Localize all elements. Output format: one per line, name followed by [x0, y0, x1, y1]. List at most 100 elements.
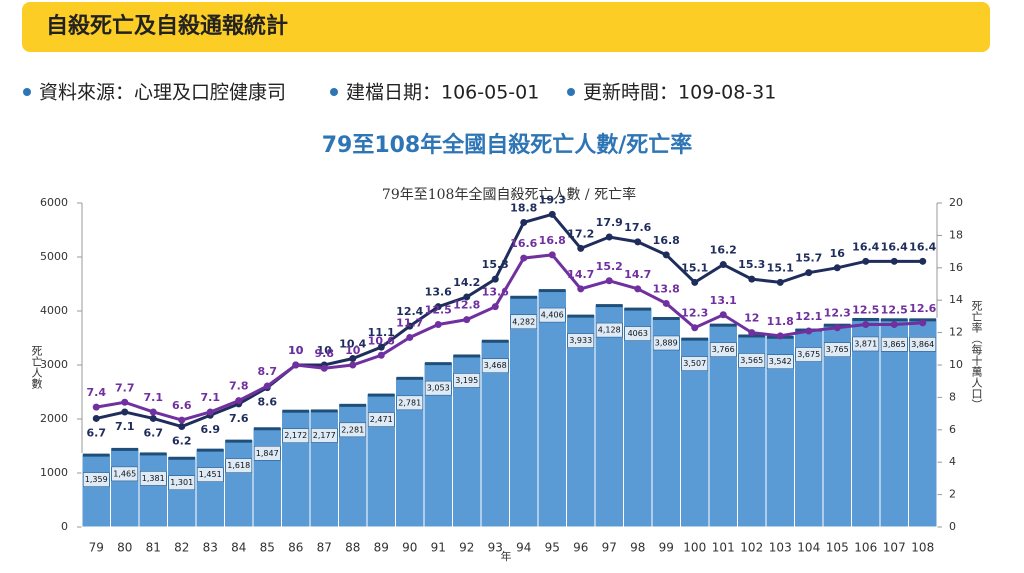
- bar-cap: [539, 289, 566, 293]
- x-tick-label: 96: [573, 541, 588, 555]
- label-box: [624, 326, 651, 341]
- bar-cap: [852, 317, 879, 321]
- line-value-label: 12.8: [453, 299, 480, 312]
- x-tick-label: 88: [345, 541, 360, 555]
- line-point: [377, 343, 385, 351]
- x-tick-label: 87: [317, 541, 332, 555]
- line-point: [662, 251, 670, 259]
- x-tick-label: 98: [630, 541, 645, 555]
- header-title: 自殺死亡及自殺通報統計: [46, 13, 288, 39]
- line: [95, 212, 923, 429]
- line-point: [748, 275, 756, 283]
- line-point: [406, 322, 414, 330]
- label-box: [368, 412, 395, 427]
- line-point: [691, 278, 699, 286]
- x-tick-label: 101: [712, 541, 735, 555]
- bar-value-label: 2,172: [284, 431, 307, 440]
- line-point: [634, 238, 642, 246]
- line-value-label: 12.4: [396, 305, 423, 318]
- line-point: [776, 332, 784, 340]
- line-value-label: 16.4: [909, 240, 936, 253]
- line-value-label: 10: [288, 344, 304, 357]
- line-point: [634, 285, 642, 293]
- line-value-label: 16.6: [510, 237, 537, 250]
- line-value-label: 15.3: [738, 258, 765, 271]
- line-value-label: 7.6: [229, 412, 249, 425]
- bar-value-label: 3,542: [769, 357, 792, 366]
- bar-cap: [710, 323, 737, 327]
- x-tick-label: 81: [146, 541, 161, 555]
- line-value-label: 17.6: [624, 221, 651, 234]
- label-box: [339, 422, 366, 438]
- bar: [879, 317, 909, 528]
- line-point: [434, 303, 442, 311]
- bar-cap: [653, 316, 680, 320]
- x-tick-label: 90: [402, 541, 417, 555]
- bar-cap: [881, 318, 908, 322]
- bar-cap: [681, 337, 708, 341]
- y2-tick-label: 6: [949, 423, 956, 436]
- bar-value-label: 2,281: [341, 425, 364, 434]
- line-value-label: 7.4: [87, 386, 107, 399]
- bar-cap: [425, 362, 452, 366]
- line-point: [349, 361, 357, 369]
- line-value-label: 9.8: [315, 347, 335, 360]
- line-value-label: 7.1: [144, 391, 164, 404]
- x-tick-label: 80: [117, 541, 132, 555]
- bar-value-label: 4,282: [512, 317, 535, 326]
- line-value-label: 12.3: [824, 307, 851, 320]
- line-point: [178, 423, 186, 431]
- x-tick-label: 102: [740, 541, 763, 555]
- bar-value-label: 3,765: [826, 345, 849, 354]
- bar-cap: [168, 456, 195, 460]
- bar: [509, 295, 539, 528]
- bar-cap: [396, 376, 423, 380]
- bar-cap: [197, 448, 224, 452]
- line-value-label: 16.4: [852, 240, 879, 253]
- line-point: [577, 285, 585, 293]
- y-tick-label: 2000: [40, 412, 68, 425]
- label-box: [653, 335, 680, 351]
- line-value-label: 12.3: [681, 307, 708, 320]
- y2-axis-label: 死亡率（每十萬人口）: [970, 300, 983, 410]
- label-box: [510, 314, 537, 330]
- line-point: [92, 414, 100, 422]
- label-box: [225, 458, 252, 473]
- label-box: [453, 373, 480, 388]
- line-value-label: 6.9: [201, 423, 221, 436]
- line-value-label: 15.3: [482, 258, 509, 271]
- bar: [138, 451, 168, 528]
- line-point: [719, 261, 727, 269]
- y2-tick-label: 0: [949, 520, 956, 533]
- line-point: [434, 321, 442, 328]
- x-tick-label: 86: [288, 541, 303, 555]
- x-axis-label: 年: [501, 549, 512, 563]
- y2-tick-label: 10: [949, 358, 963, 371]
- line-point: [890, 257, 898, 265]
- bar-cap: [225, 439, 252, 443]
- line-point: [463, 293, 471, 301]
- line-value-label: 10: [288, 344, 304, 357]
- bar: [338, 403, 368, 528]
- bar-value-label: 3,864: [911, 340, 934, 349]
- line-point: [805, 269, 813, 277]
- bar-cap: [368, 393, 395, 397]
- bar: [851, 317, 881, 528]
- bar-cap: [453, 354, 480, 358]
- line-value-label: 13.6: [425, 286, 452, 299]
- label-box: [254, 446, 281, 461]
- line-point: [833, 324, 841, 332]
- bar: [822, 323, 852, 528]
- meta-item: 更新時間：109-08-31: [583, 82, 776, 104]
- y2-tick-label: 4: [949, 455, 956, 468]
- line-value-label: 10: [317, 344, 333, 357]
- y-tick-label: 5000: [40, 250, 68, 263]
- bar: [537, 288, 567, 528]
- line-point: [919, 319, 927, 327]
- bullet: [330, 88, 338, 96]
- label-box: [111, 466, 138, 482]
- bar-value-label: 2,781: [398, 398, 421, 407]
- bar: [252, 426, 282, 528]
- x-tick-label: 104: [797, 541, 820, 555]
